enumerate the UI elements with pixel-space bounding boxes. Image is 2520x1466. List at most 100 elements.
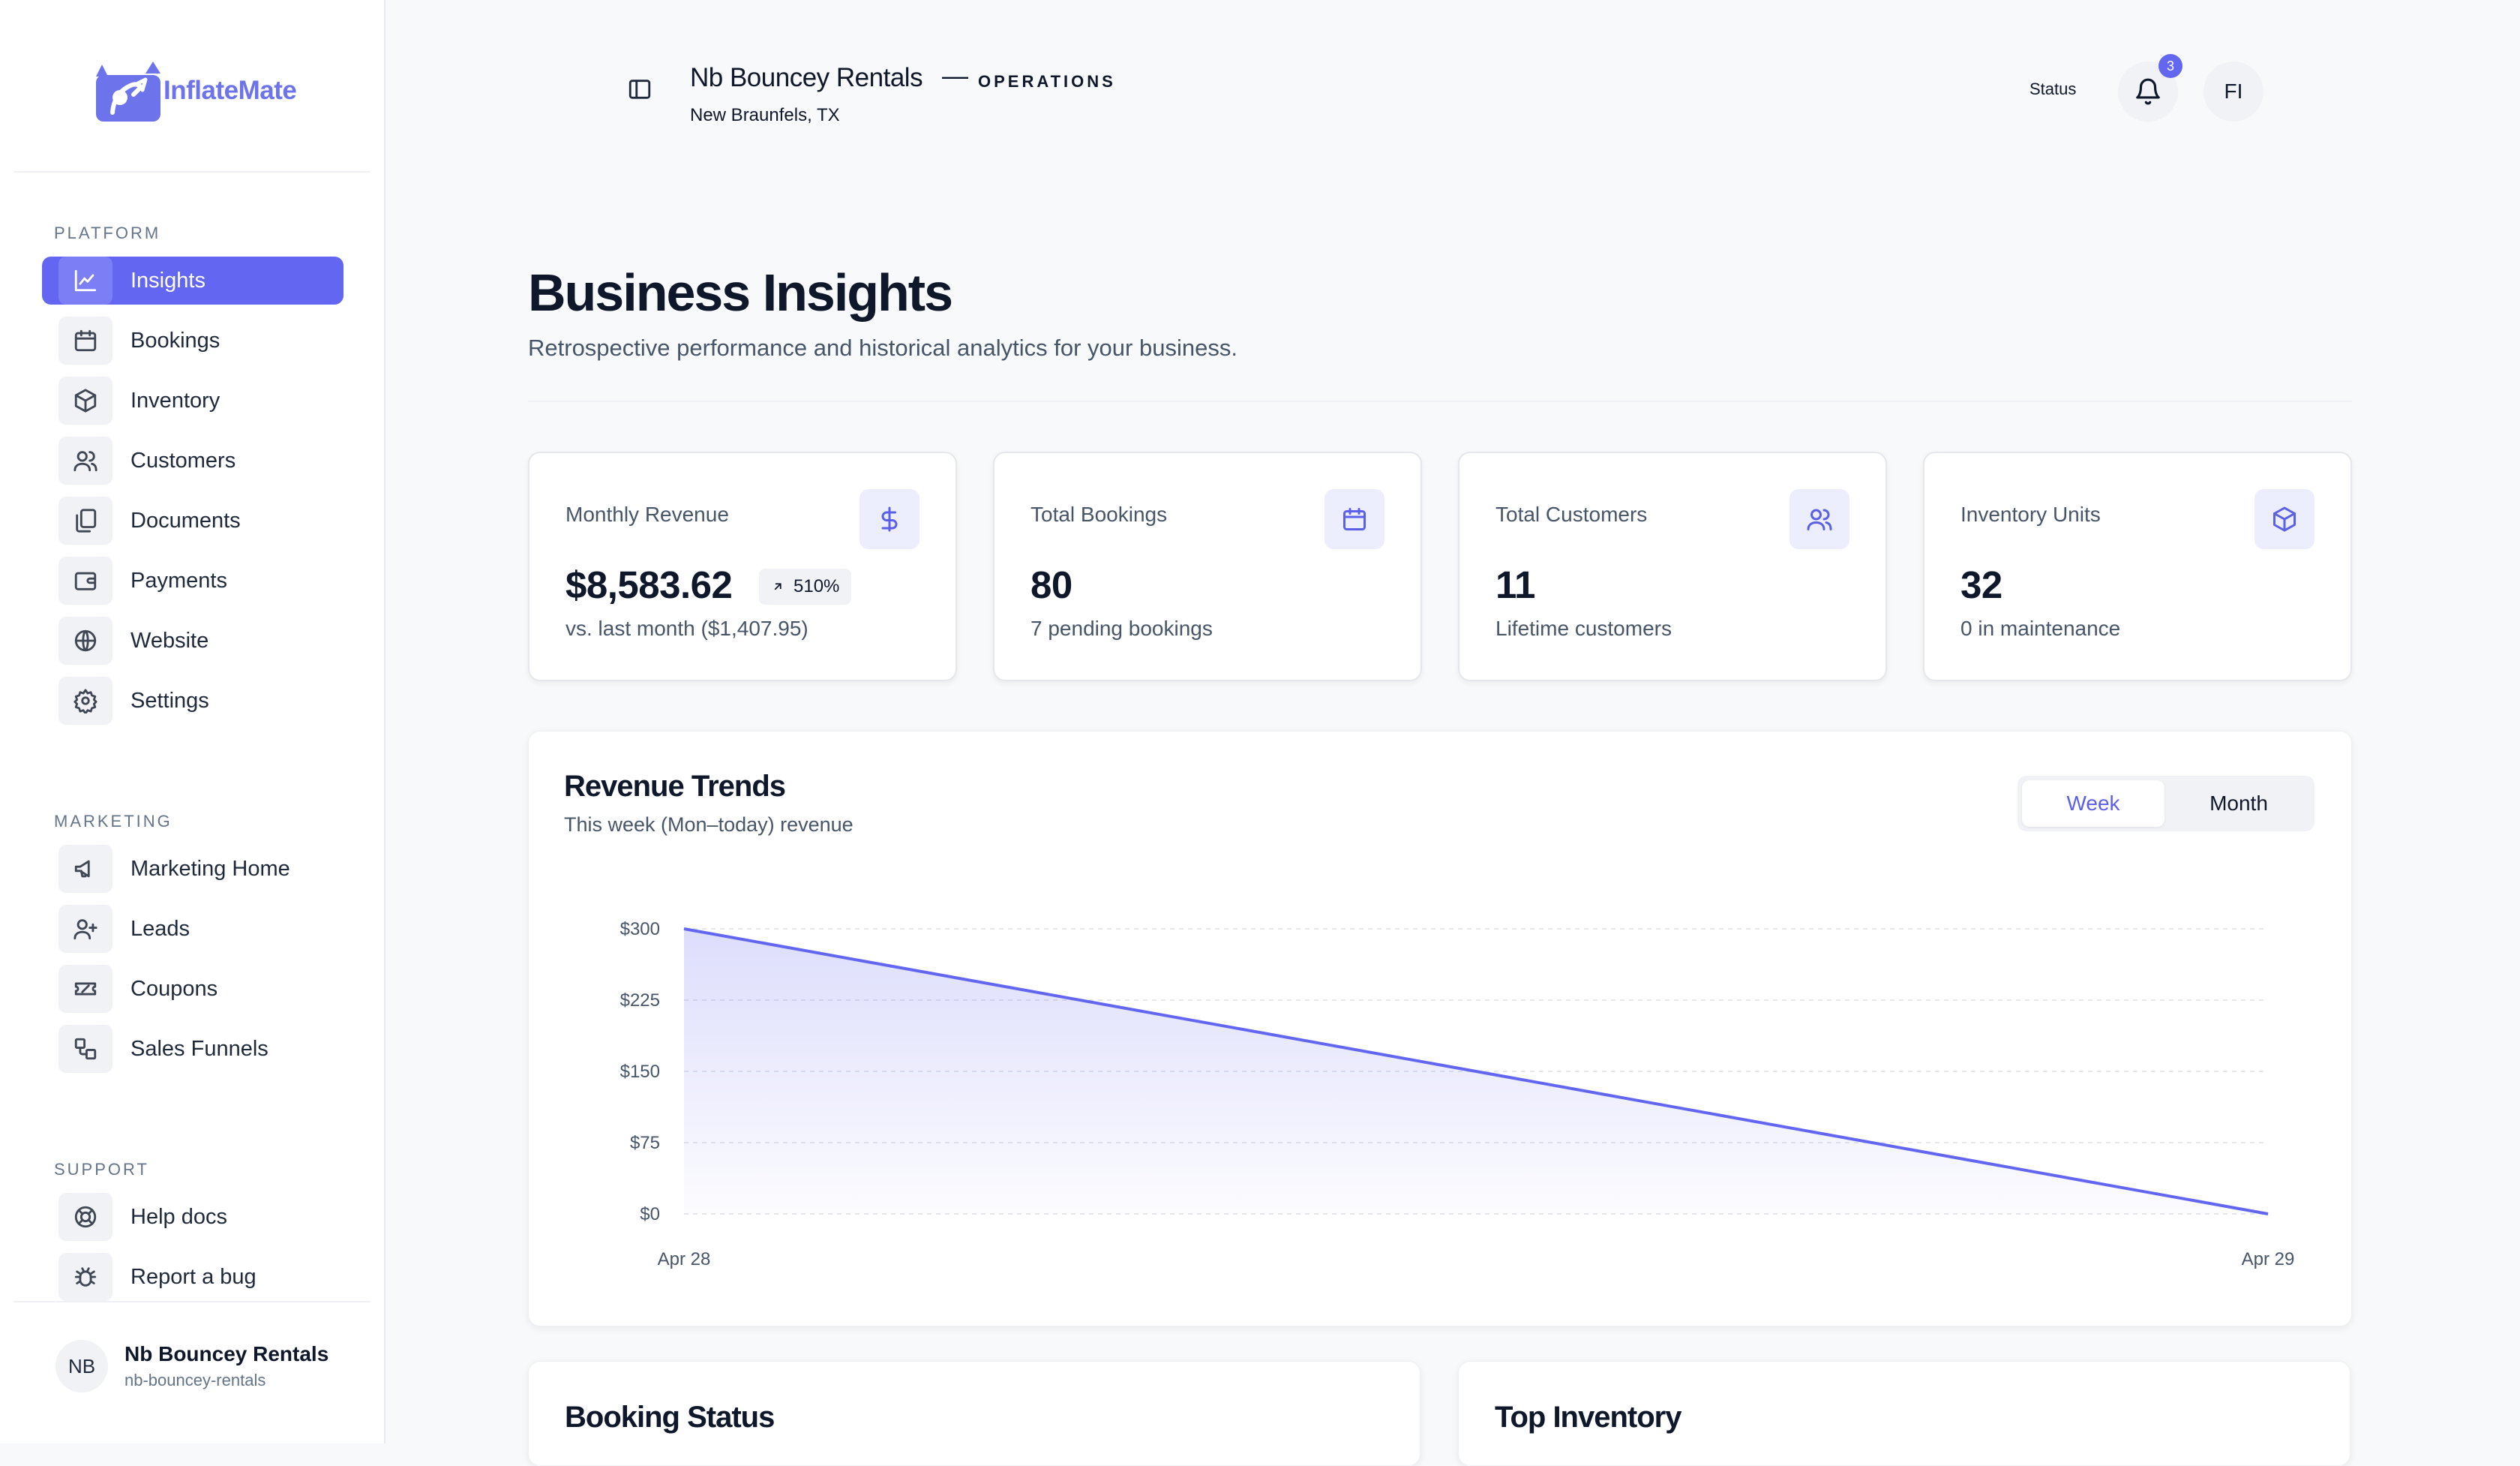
sidebar-item-label: Marketing Home [130, 857, 290, 882]
documents-icon [58, 497, 112, 545]
sidebar-item-label: Customers [130, 449, 236, 473]
sidebar-item-website[interactable]: Website [42, 617, 344, 665]
calendar-icon [58, 317, 112, 365]
sidebar-item-insights[interactable]: Insights [42, 257, 344, 305]
sidebar-item-payments[interactable]: Payments [42, 557, 344, 605]
ticket-icon [58, 965, 112, 1013]
section-label-marketing: MARKETING [54, 812, 172, 831]
account-switcher[interactable]: NB Nb Bouncey Rentals nb-bouncey-rentals [56, 1340, 328, 1392]
sidebar-item-label: Payments [130, 569, 227, 593]
sidebar-item-label: Website [130, 629, 208, 653]
sidebar-item-bookings[interactable]: Bookings [42, 317, 344, 365]
divider [14, 171, 370, 173]
user-plus-icon [58, 905, 112, 953]
revenue-trends-subtitle: This week (Mon–today) revenue [564, 813, 854, 837]
sidebar-item-label: Sales Funnels [130, 1037, 268, 1062]
divider [14, 1301, 370, 1302]
y-tick-label: $75 [630, 1133, 660, 1153]
sidebar-item-report-bug[interactable]: Report a bug [42, 1253, 344, 1301]
stat-subtext: 7 pending bookings [1030, 617, 1213, 641]
sidebar-item-label: Help docs [130, 1205, 227, 1230]
funnel-icon [58, 1025, 112, 1073]
megaphone-icon [58, 845, 112, 893]
toggle-week[interactable]: Week [2022, 780, 2164, 827]
sidebar-item-label: Inventory [130, 389, 220, 413]
section-label-platform: PLATFORM [54, 224, 160, 243]
stat-subtext: 0 in maintenance [1960, 617, 2120, 641]
arrow-up-right-icon [771, 580, 784, 593]
booking-status-card: Booking Status [528, 1361, 1420, 1466]
dollar-icon [860, 489, 920, 549]
top-inventory-title: Top Inventory [1495, 1401, 1681, 1434]
wallet-icon [58, 557, 112, 605]
business-name: Nb Bouncey Rentals [690, 63, 922, 93]
stat-label: Inventory Units [1960, 503, 2101, 527]
users-icon [1790, 489, 1850, 549]
sidebar-item-label: Report a bug [130, 1265, 256, 1290]
booking-status-title: Booking Status [565, 1401, 774, 1434]
status-link[interactable]: Status [2030, 80, 2076, 99]
brand-name: InflateMate [164, 76, 296, 106]
y-tick-label: $150 [620, 1062, 660, 1082]
y-tick-label: $0 [640, 1204, 660, 1224]
box-icon [58, 377, 112, 425]
trend-badge: 510% [759, 569, 851, 605]
box-icon [2254, 489, 2314, 549]
period-toggle: Week Month [2018, 776, 2314, 831]
sidebar-item-customers[interactable]: Customers [42, 437, 344, 485]
bug-icon [58, 1253, 112, 1301]
page-subtitle: Retrospective performance and historical… [528, 335, 1238, 362]
stat-value: 11 [1496, 563, 1535, 607]
header-separator: — [942, 62, 968, 92]
gear-icon [58, 677, 112, 725]
top-inventory-card: Top Inventory [1458, 1361, 2350, 1466]
sidebar-item-leads[interactable]: Leads [42, 905, 344, 953]
stat-value: $8,583.62 [566, 563, 732, 607]
stat-value: 80 [1030, 563, 1072, 607]
stat-label: Total Bookings [1030, 503, 1167, 527]
stat-subtext: Lifetime customers [1496, 617, 1672, 641]
user-menu-button[interactable]: FI [2204, 62, 2264, 122]
stat-subtext: vs. last month ($1,407.95) [566, 617, 808, 641]
account-name: Nb Bouncey Rentals [124, 1342, 328, 1366]
sidebar-item-inventory[interactable]: Inventory [42, 377, 344, 425]
y-tick-label: $225 [620, 990, 660, 1011]
sidebar-item-label: Insights [130, 269, 206, 293]
sidebar-item-settings[interactable]: Settings [42, 677, 344, 725]
sidebar: InflateMate PLATFORM Insights Bookings I… [0, 0, 386, 1443]
sidebar-item-sales-funnels[interactable]: Sales Funnels [42, 1025, 344, 1073]
business-location: New Braunfels, TX [690, 105, 840, 126]
sidebar-item-label: Leads [130, 917, 190, 942]
sidebar-item-documents[interactable]: Documents [42, 497, 344, 545]
sidebar-item-label: Documents [130, 509, 241, 533]
toggle-month[interactable]: Month [2168, 780, 2310, 827]
sidebar-item-label: Bookings [130, 329, 220, 353]
page-title: Business Insights [528, 263, 952, 323]
globe-icon [58, 617, 112, 665]
brand-logo[interactable]: InflateMate [90, 57, 296, 125]
avatar: NB [56, 1340, 108, 1392]
trend-badge-value: 510% [794, 576, 839, 597]
x-tick-label: Apr 28 [658, 1249, 711, 1269]
bounce-house-logo-icon [90, 57, 164, 125]
bell-icon [2134, 77, 2162, 106]
sidebar-item-label: Coupons [130, 977, 218, 1002]
lifebuoy-icon [58, 1193, 112, 1241]
stat-card-inventory-units: Inventory Units 32 0 in maintenance [1923, 452, 2352, 681]
chart-line-icon [58, 257, 112, 305]
stat-card-total-bookings: Total Bookings 80 7 pending bookings [993, 452, 1422, 681]
sidebar-item-help-docs[interactable]: Help docs [42, 1193, 344, 1241]
divider [528, 401, 2352, 402]
sidebar-item-marketing-home[interactable]: Marketing Home [42, 845, 344, 893]
sidebar-toggle-icon[interactable] [627, 77, 652, 102]
sidebar-item-coupons[interactable]: Coupons [42, 965, 344, 1013]
stat-label: Monthly Revenue [566, 503, 729, 527]
stat-card-total-customers: Total Customers 11 Lifetime customers [1458, 452, 1887, 681]
stat-label: Total Customers [1496, 503, 1647, 527]
stat-value: 32 [1960, 563, 2002, 607]
revenue-trends-title: Revenue Trends [564, 770, 785, 804]
section-label-support: SUPPORT [54, 1160, 149, 1179]
stat-card-monthly-revenue: Monthly Revenue $8,583.62 510% vs. last … [528, 452, 957, 681]
header-context: OPERATIONS [978, 72, 1116, 92]
